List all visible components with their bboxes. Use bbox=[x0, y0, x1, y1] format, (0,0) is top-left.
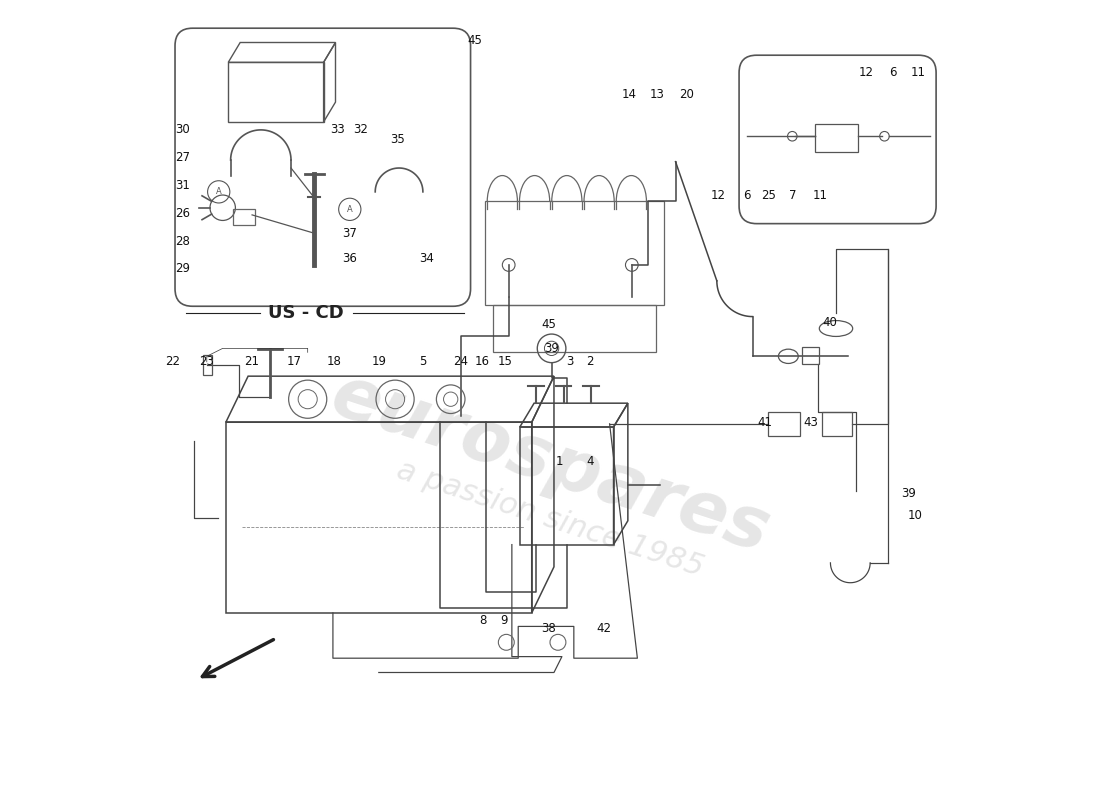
Text: 12: 12 bbox=[711, 189, 726, 202]
Text: 6: 6 bbox=[744, 189, 751, 202]
Text: 11: 11 bbox=[813, 189, 827, 202]
Bar bbox=[802, 346, 820, 364]
Text: 19: 19 bbox=[372, 355, 387, 368]
Text: 6: 6 bbox=[890, 66, 896, 79]
Text: 39: 39 bbox=[544, 342, 559, 355]
Text: 18: 18 bbox=[327, 355, 341, 368]
Text: 3: 3 bbox=[566, 355, 573, 368]
Text: 40: 40 bbox=[822, 316, 837, 329]
Text: 38: 38 bbox=[541, 622, 556, 635]
Text: 23: 23 bbox=[199, 355, 214, 368]
Text: 7: 7 bbox=[789, 189, 796, 202]
Text: 36: 36 bbox=[342, 252, 358, 265]
Text: 43: 43 bbox=[803, 416, 818, 429]
Bar bbox=[814, 124, 858, 152]
Text: 31: 31 bbox=[176, 179, 190, 192]
Text: 25: 25 bbox=[761, 189, 776, 202]
Text: 29: 29 bbox=[176, 262, 190, 275]
Text: 13: 13 bbox=[650, 88, 664, 101]
Text: 39: 39 bbox=[902, 487, 916, 500]
Text: 34: 34 bbox=[419, 252, 435, 265]
Text: 15: 15 bbox=[497, 355, 513, 368]
Text: 12: 12 bbox=[859, 66, 873, 79]
Text: US - CD: US - CD bbox=[268, 304, 344, 322]
Text: 5: 5 bbox=[419, 355, 427, 368]
Text: 37: 37 bbox=[342, 226, 358, 240]
Text: 14: 14 bbox=[621, 88, 637, 101]
Text: 8: 8 bbox=[478, 614, 486, 627]
Text: 33: 33 bbox=[330, 123, 345, 136]
Text: 17: 17 bbox=[287, 355, 301, 368]
Text: 16: 16 bbox=[475, 355, 490, 368]
Text: 45: 45 bbox=[541, 318, 556, 331]
Text: 24: 24 bbox=[453, 355, 469, 368]
Text: 2: 2 bbox=[586, 355, 594, 368]
Text: 32: 32 bbox=[353, 123, 369, 136]
Text: 42: 42 bbox=[596, 622, 612, 635]
Text: 21: 21 bbox=[244, 355, 260, 368]
Text: 45: 45 bbox=[468, 34, 482, 47]
Text: 27: 27 bbox=[176, 151, 190, 164]
Text: 35: 35 bbox=[390, 133, 405, 146]
Text: 28: 28 bbox=[176, 234, 190, 248]
Text: 41: 41 bbox=[757, 416, 772, 429]
Text: 20: 20 bbox=[679, 88, 694, 101]
Text: eurospares: eurospares bbox=[322, 360, 778, 567]
Text: 10: 10 bbox=[908, 509, 923, 522]
Bar bbox=[202, 354, 212, 374]
Text: a passion since 1985: a passion since 1985 bbox=[393, 456, 707, 582]
Text: 22: 22 bbox=[165, 355, 180, 368]
Text: 4: 4 bbox=[586, 455, 594, 469]
Text: 30: 30 bbox=[176, 123, 190, 136]
Text: A: A bbox=[346, 205, 353, 214]
Text: 1: 1 bbox=[556, 455, 563, 469]
Text: 9: 9 bbox=[500, 614, 508, 627]
Text: A: A bbox=[216, 187, 221, 196]
Text: 26: 26 bbox=[176, 207, 190, 220]
Text: 11: 11 bbox=[911, 66, 926, 79]
